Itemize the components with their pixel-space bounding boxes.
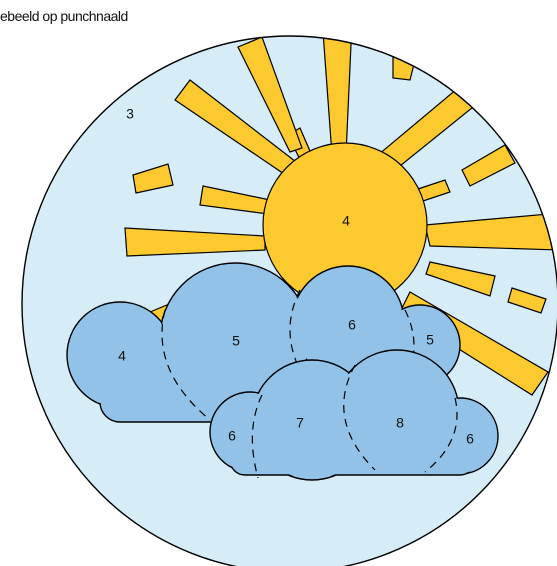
caption: ebeeld op punchnaald [0, 8, 128, 24]
region-label: 5 [426, 332, 434, 348]
region-label: 6 [348, 317, 356, 333]
region-label: 8 [396, 415, 404, 431]
diagram: 3 4 4 5 6 5 6 7 8 6 [0, 0, 557, 566]
region-label: 3 [126, 106, 134, 122]
region-label: 6 [466, 431, 474, 447]
page: {"caption": "ebeeld op punchnaald", "reg… [0, 0, 557, 566]
region-label: 4 [118, 348, 126, 364]
region-label: 4 [342, 213, 350, 229]
region-label: 7 [296, 415, 304, 431]
region-label: 5 [232, 333, 240, 349]
region-label: 6 [228, 428, 236, 444]
